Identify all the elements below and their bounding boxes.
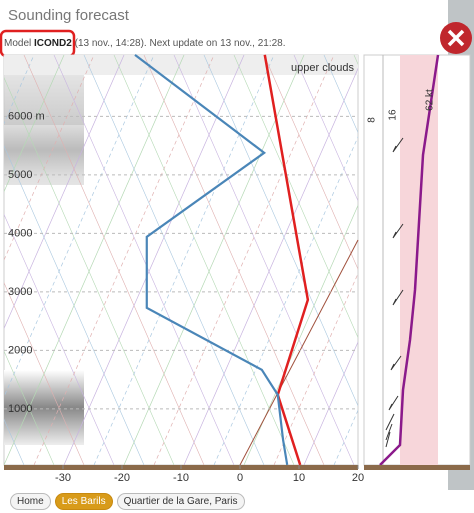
breadcrumb[interactable]: Les Barils bbox=[54, 493, 113, 510]
wind-scale-label: 16 bbox=[388, 109, 399, 121]
model-info: (13 nov., 14:28). Next update on 13 nov.… bbox=[75, 38, 286, 49]
adiabat-line bbox=[4, 350, 55, 465]
x-tick-label: -20 bbox=[114, 472, 130, 484]
adiabat-line bbox=[293, 55, 358, 202]
x-tick-label: -30 bbox=[55, 472, 71, 484]
wind-scale-label: 8 bbox=[367, 117, 378, 123]
adiabat-line bbox=[263, 55, 358, 270]
adiabat-line bbox=[113, 55, 295, 465]
skew-line bbox=[153, 55, 335, 465]
adiabat-line bbox=[4, 213, 115, 465]
adiabat-line bbox=[143, 55, 325, 465]
y-tick-label: 5000 bbox=[8, 169, 32, 181]
model-label: Model bbox=[4, 38, 31, 49]
adiabat-line bbox=[173, 55, 355, 465]
x-tick-label: 0 bbox=[237, 472, 243, 484]
breadcrumbs: Home Les Barils Quartier de la Gare, Par… bbox=[10, 493, 245, 510]
skew-line bbox=[183, 67, 358, 465]
breadcrumb[interactable]: Quartier de la Gare, Paris bbox=[116, 493, 245, 510]
model-line: Model ICOND2 (13 nov., 14:28). Next upda… bbox=[4, 38, 286, 49]
sounding-chart: Sounding forecast Model ICOND2 (13 nov.,… bbox=[0, 0, 474, 490]
skew-line bbox=[123, 55, 305, 465]
adiabat-line bbox=[239, 239, 359, 466]
y-tick-label: 6000 m bbox=[8, 110, 45, 122]
adiabat-line bbox=[4, 282, 85, 465]
skew-line bbox=[4, 55, 185, 465]
skew-line bbox=[4, 55, 125, 330]
wind-panel bbox=[363, 54, 471, 470]
adiabat-line bbox=[233, 55, 358, 339]
adiabat-line bbox=[53, 55, 235, 465]
annotation: upper clouds bbox=[291, 62, 354, 74]
title: Sounding forecast bbox=[8, 7, 130, 24]
skew-line bbox=[303, 341, 358, 465]
skew-line bbox=[4, 55, 65, 193]
skew-line bbox=[63, 55, 245, 465]
model-name: ICOND2 bbox=[34, 38, 72, 49]
skew-line bbox=[33, 55, 215, 465]
breadcrumb[interactable]: Home bbox=[10, 493, 51, 510]
close-button[interactable] bbox=[440, 22, 472, 54]
adiabat-line bbox=[83, 55, 265, 465]
adiabat-line bbox=[323, 55, 358, 134]
skew-line bbox=[243, 204, 358, 465]
y-tick-label: 4000 bbox=[8, 227, 32, 239]
skew-line bbox=[4, 55, 155, 398]
adiabat-line bbox=[203, 55, 358, 407]
y-tick-label: 2000 bbox=[8, 344, 32, 356]
adiabat-line bbox=[4, 77, 175, 465]
adiabat-line bbox=[4, 145, 145, 465]
skew-line bbox=[4, 55, 95, 261]
y-tick-label: 3000 bbox=[8, 286, 32, 298]
profile-line bbox=[134, 53, 289, 466]
plot-area bbox=[3, 54, 359, 466]
x-tick-label: -10 bbox=[173, 472, 189, 484]
adiabat-line bbox=[23, 55, 205, 465]
x-tick-label: 10 bbox=[293, 472, 305, 484]
profile-line bbox=[263, 54, 310, 466]
wind-scale-label: 62 kt bbox=[425, 89, 436, 111]
y-tick-label: 1000 bbox=[8, 403, 32, 415]
x-tick-label: 20 bbox=[352, 472, 364, 484]
skew-line bbox=[93, 55, 275, 465]
